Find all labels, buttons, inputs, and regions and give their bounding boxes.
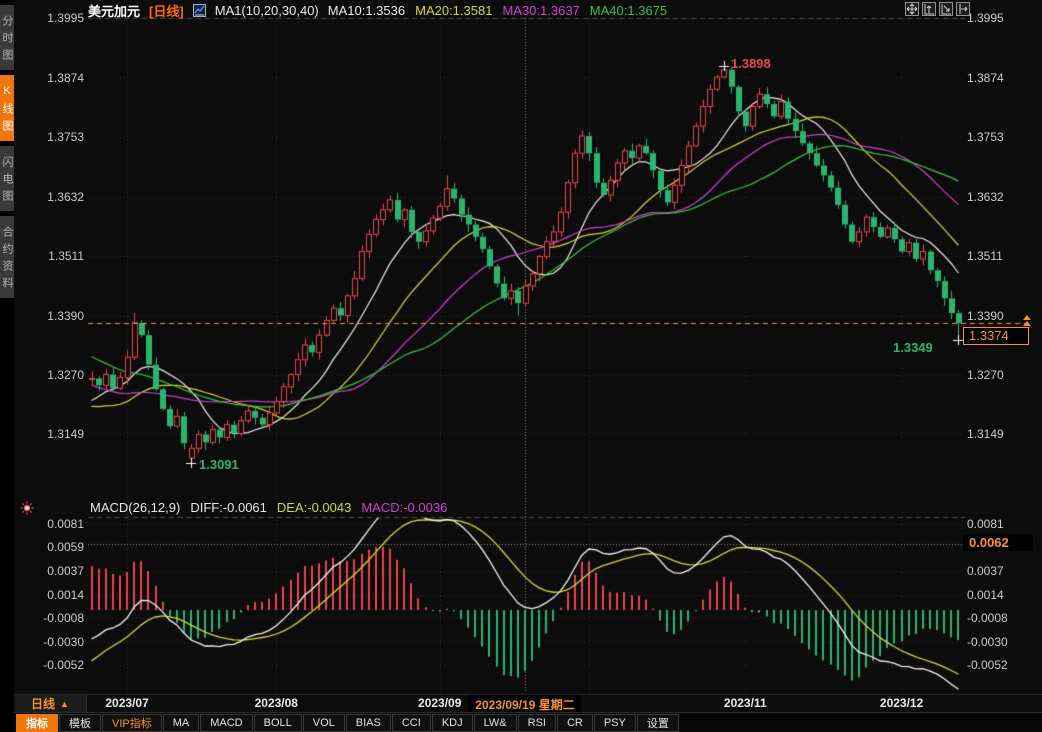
last-low-label: 1.3349 (893, 340, 933, 355)
toolbar-button-settings[interactable]: 设置 (636, 713, 679, 732)
period-tag: [日线] (149, 3, 184, 19)
ma10-value: MA10:1.3536 (327, 2, 406, 18)
y-axis-label: 1.3390 (967, 309, 1004, 323)
latest-price-marker-icon[interactable] (1023, 314, 1031, 327)
indicator-icon (192, 3, 206, 17)
macd-y-axis-label: 0.0014 (47, 588, 84, 602)
y-axis-label: 1.3874 (967, 71, 1004, 85)
y-axis-label: 1.3995 (47, 11, 84, 25)
move-icon[interactable] (905, 2, 919, 16)
pan-horizontal-axis-icon[interactable] (956, 2, 970, 16)
macd-macd-value: MACD:-0.0036 (361, 500, 448, 515)
y-axis-label: 1.3995 (967, 11, 1004, 25)
toolbar-button-indicators[interactable]: 指标 (16, 713, 58, 732)
macd-y-axis-label: 0.0037 (47, 564, 84, 578)
tab-time-chart[interactable]: 分时图 (0, 5, 14, 70)
toolbar-button-lwr[interactable]: LW& (473, 713, 517, 732)
bottom-toolbar: 指标 模板 VIP指标 MA MACD BOLL VOL BIAS CCI KDJ LW& RSI CR… (14, 712, 1042, 732)
x-axis: 日线 ▲ 2023/07 2023/08 2023/09 2023/11 2023/12… (14, 694, 1042, 714)
ma20-value: MA20:1.3581 (415, 2, 493, 18)
current-price-box: 1.3374 (963, 327, 1029, 345)
macd-y-axis-label: -0.0052 (43, 658, 84, 672)
y-axis-label: 1.3632 (47, 190, 84, 204)
macd-header: MACD(26,12,9) DIFF:-0.0061 DEA:-0.0043 M… (90, 500, 447, 515)
macd-y-axis-label: 0.0081 (967, 517, 1004, 531)
toolbar-button-ma[interactable]: MA (162, 713, 200, 732)
low-price-label: 1.3091 (199, 457, 239, 472)
toolbar-button-cr[interactable]: CR (556, 713, 593, 732)
y-axis-label: 1.3874 (47, 71, 84, 85)
macd-title: MACD(26,12,9) (90, 500, 181, 515)
zoom-vertical-axis-icon[interactable] (922, 2, 936, 16)
toolbar-button-rsi[interactable]: RSI (517, 713, 556, 732)
ma40-value: MA40:1.3675 (589, 2, 668, 18)
macd-y-axis-label: 0.0081 (47, 517, 84, 531)
toolbar-button-boll[interactable]: BOLL (253, 713, 302, 732)
period-selector-button[interactable]: 日线 ▲ (14, 695, 87, 712)
crosshair-date-tooltip: 2023/09/19 星期二 (468, 695, 582, 714)
toolbar-button-templates[interactable]: 模板 (59, 713, 101, 732)
y-axis-label: 1.3632 (967, 190, 1004, 204)
chart-header: 美元加元 [日线] MA1(10,20,30,40) MA10:1.3536 MA… (88, 2, 667, 19)
chevron-up-icon: ▲ (60, 698, 69, 709)
toolbar-button-psy[interactable]: PSY (593, 713, 636, 732)
sidebar: 分时图 K线图闪电图合约资料 (0, 0, 14, 732)
y-axis-label: 1.3511 (967, 249, 1003, 263)
toolbar-button-macd[interactable]: MACD (200, 713, 253, 732)
macd-y-axis-label: -0.0052 (967, 658, 1008, 672)
y-axis-label: 1.3390 (47, 309, 84, 323)
high-price-label: 1.3898 (731, 56, 771, 71)
tab-k-line-chart[interactable]: K线图 (0, 75, 14, 141)
x-axis-month-label: 2023/07 (105, 696, 149, 710)
period-selector-label: 日线 (31, 697, 56, 711)
y-axis-label: 1.3270 (967, 368, 1004, 382)
alert-icon (20, 501, 34, 515)
y-axis-label: 1.3753 (47, 130, 84, 144)
macd-y-axis-label: 0.0037 (967, 564, 1004, 578)
macd-y-axis-label: -0.0008 (43, 611, 84, 625)
toolbar-button-cci[interactable]: CCI (391, 713, 431, 732)
toolbar-button-vip-indicators[interactable]: VIP指标 (102, 713, 162, 732)
x-axis-month-label: 2023/09 (418, 696, 462, 710)
y-axis-label: 1.3511 (48, 249, 84, 263)
ma-settings-label: MA1(10,20,30,40) (214, 2, 319, 18)
zoom-area-icon[interactable] (939, 2, 953, 16)
macd-dea-value: DEA:-0.0043 (276, 500, 352, 515)
symbol-title: 美元加元 (88, 3, 141, 19)
ma30-value: MA30:1.3637 (502, 2, 580, 18)
x-axis-month-label: 2023/12 (879, 696, 924, 710)
macd-crosshair-value-box: 0.0062 (963, 534, 1033, 551)
macd-diff-value: DIFF:-0.0061 (190, 500, 267, 515)
macd-y-axis-label: -0.0030 (967, 635, 1008, 649)
toolbar-button-bias[interactable]: BIAS (345, 713, 391, 732)
tab-flash-chart[interactable]: 闪电图 (0, 146, 14, 211)
ma-values: MA10:1.3536 MA20:1.3581 MA30:1.3637 MA40:1.… (328, 3, 667, 18)
toolbar-button-vol[interactable]: VOL (302, 713, 345, 732)
macd-y-axis-label: -0.0030 (43, 635, 84, 649)
toolbar-button-kdj[interactable]: KDJ (431, 713, 473, 732)
macd-y-axis-label: 0.0059 (47, 540, 84, 554)
y-axis-label: 1.3149 (47, 427, 84, 441)
macd-y-axis-label: 0.0014 (967, 588, 1004, 602)
y-axis-label: 1.3149 (967, 427, 1004, 441)
macd-y-axis-label: -0.0008 (967, 611, 1008, 625)
chart-toolbar-icons (905, 2, 970, 16)
y-axis-label: 1.3270 (47, 368, 84, 382)
x-axis-month-label: 2023/11 (723, 696, 767, 710)
y-axis-label: 1.3753 (967, 130, 1004, 144)
x-axis-month-label: 2023/08 (254, 696, 298, 710)
tab-contract-info[interactable]: 合约资料 (0, 216, 14, 298)
